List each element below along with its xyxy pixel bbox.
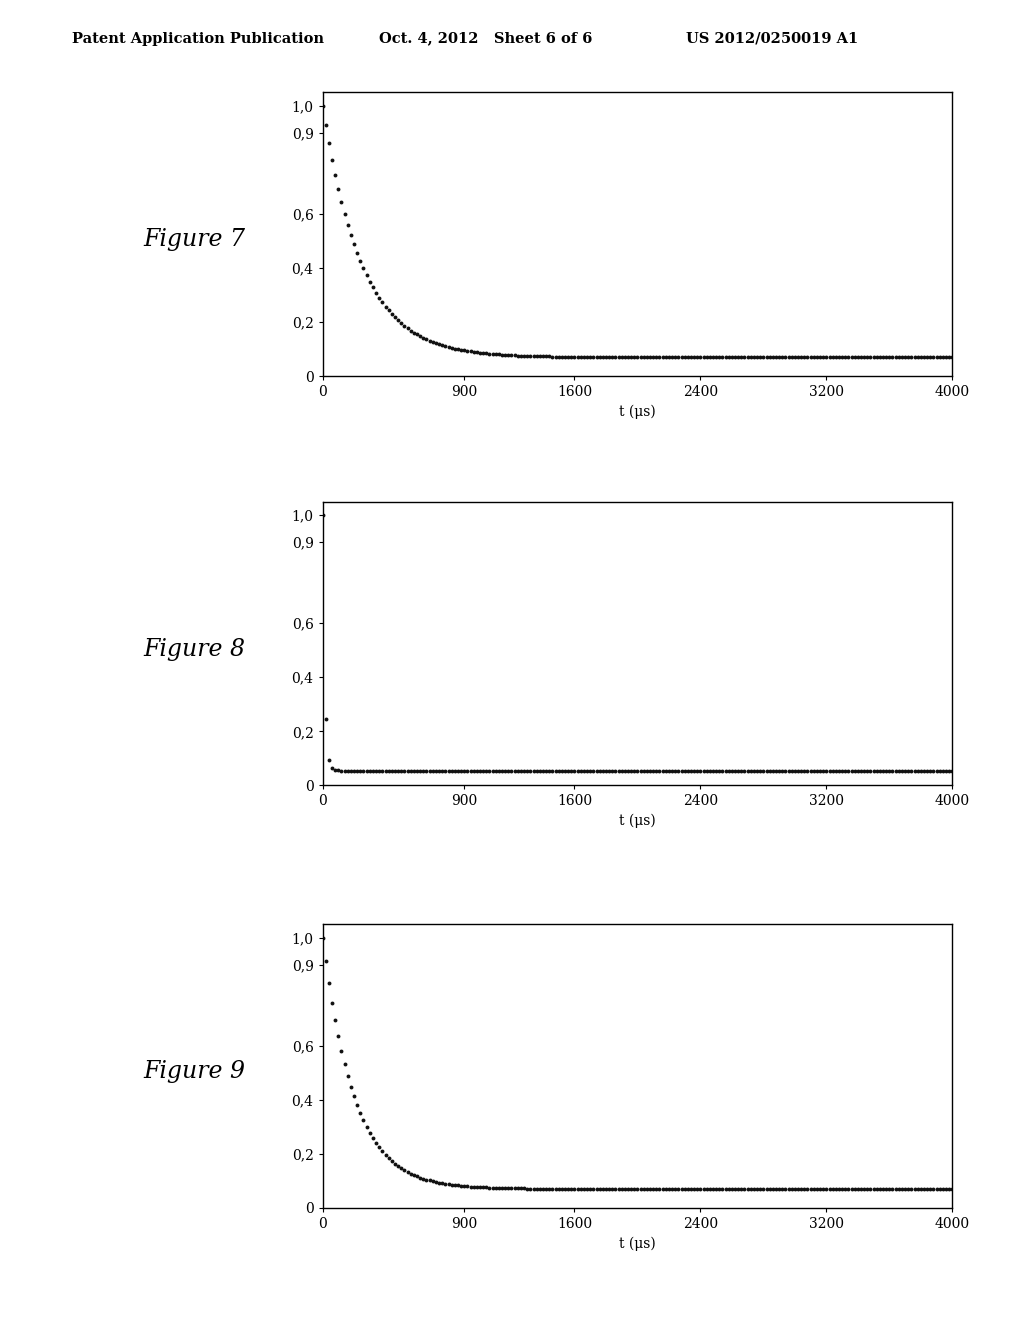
- Text: Figure 8: Figure 8: [143, 638, 246, 661]
- Text: US 2012/0250019 A1: US 2012/0250019 A1: [686, 32, 858, 46]
- X-axis label: t (μs): t (μs): [620, 1237, 655, 1251]
- Text: Patent Application Publication: Patent Application Publication: [72, 32, 324, 46]
- Text: Figure 9: Figure 9: [143, 1060, 246, 1084]
- Text: Oct. 4, 2012   Sheet 6 of 6: Oct. 4, 2012 Sheet 6 of 6: [379, 32, 592, 46]
- X-axis label: t (μs): t (μs): [620, 405, 655, 420]
- Text: Figure 7: Figure 7: [143, 228, 246, 252]
- X-axis label: t (μs): t (μs): [620, 814, 655, 829]
